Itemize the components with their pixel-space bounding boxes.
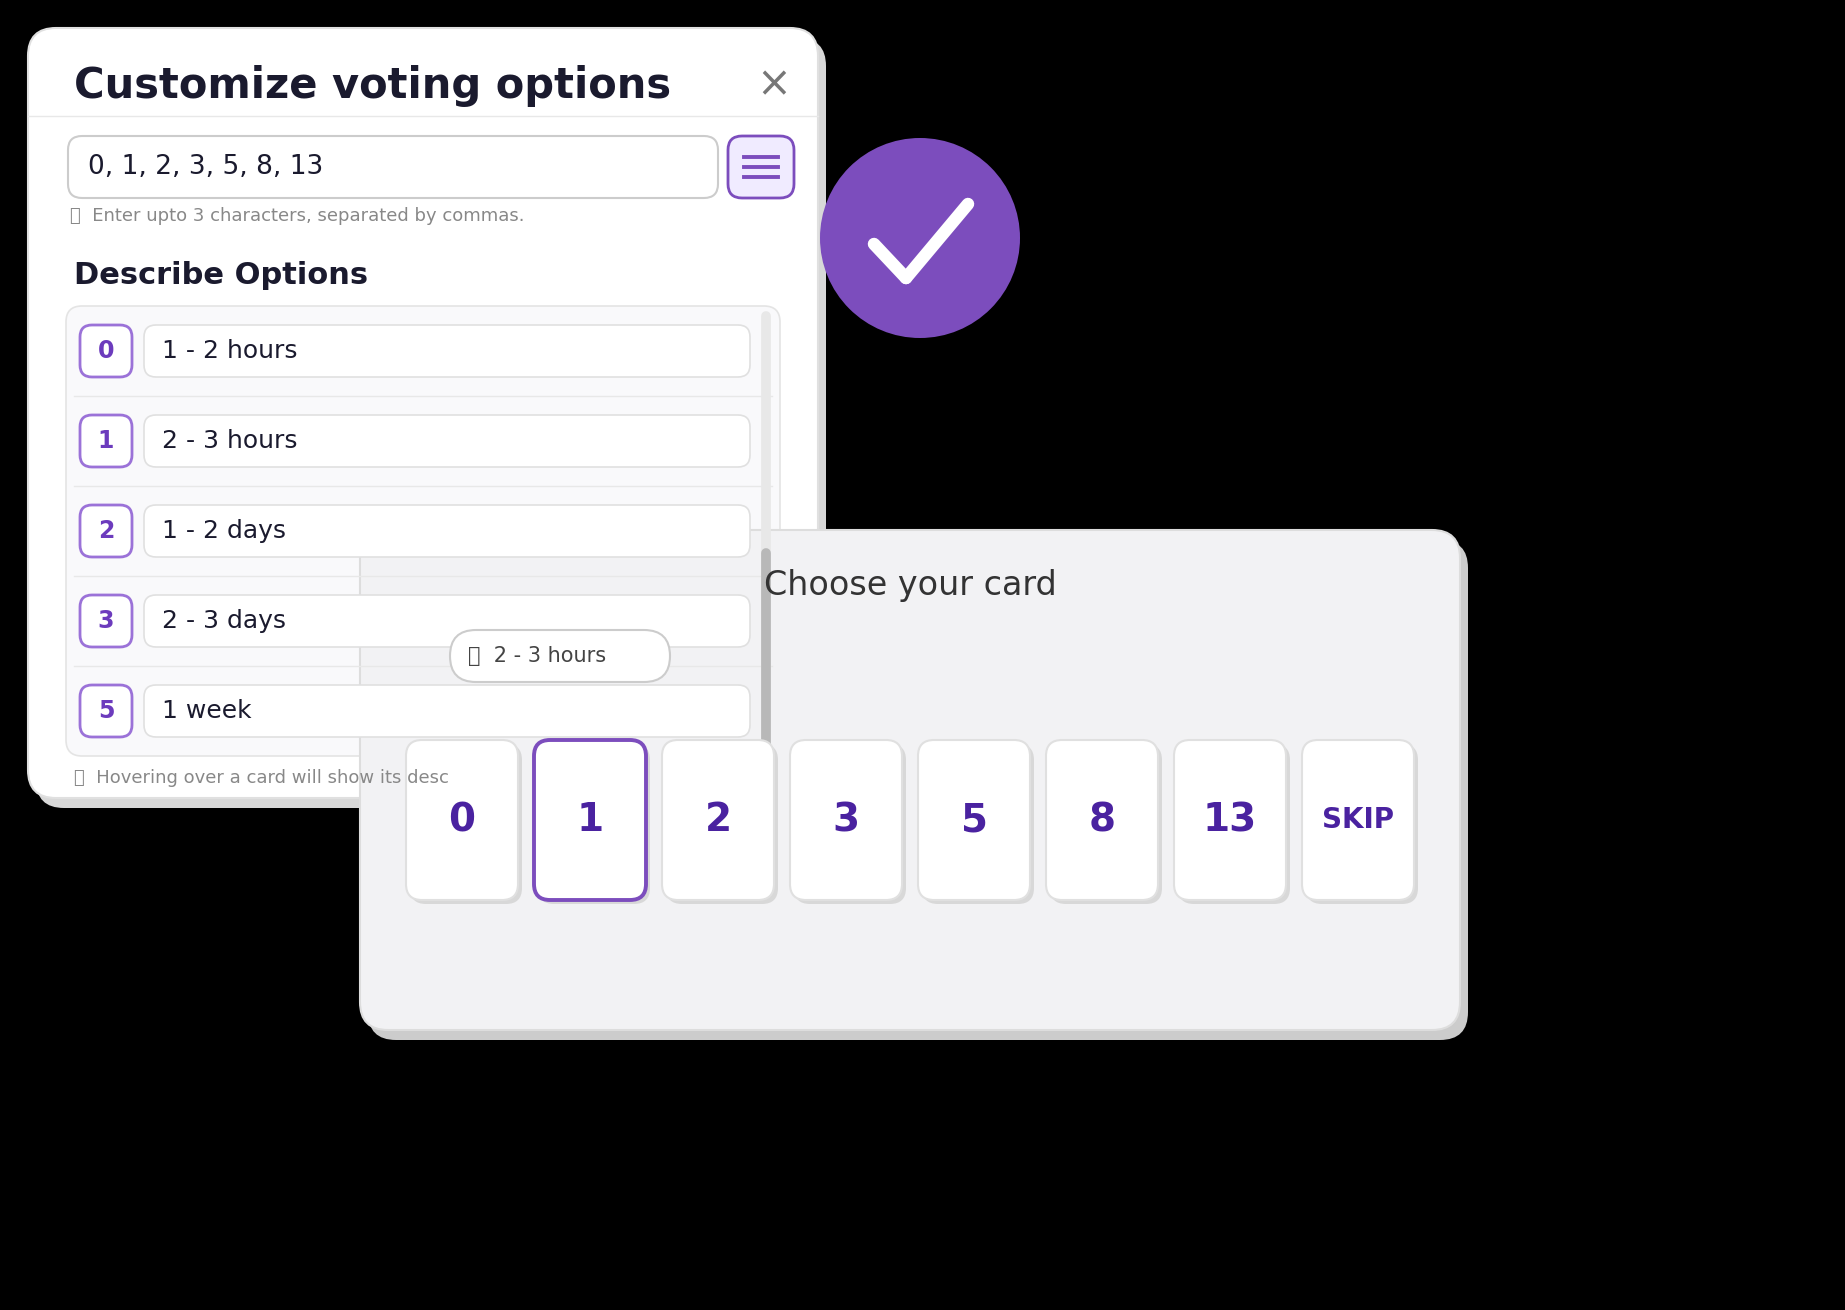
FancyBboxPatch shape (144, 325, 751, 377)
Text: 2: 2 (98, 519, 114, 544)
FancyBboxPatch shape (662, 740, 775, 900)
FancyBboxPatch shape (144, 415, 751, 466)
Text: ⓘ  Enter upto 3 characters, separated by commas.: ⓘ Enter upto 3 characters, separated by … (70, 207, 524, 225)
Text: 1 - 2 days: 1 - 2 days (162, 519, 286, 544)
Text: 0: 0 (98, 339, 114, 363)
FancyBboxPatch shape (1173, 740, 1286, 900)
Text: 1 week: 1 week (162, 700, 251, 723)
Text: 8: 8 (1089, 800, 1116, 838)
FancyBboxPatch shape (144, 504, 751, 557)
FancyBboxPatch shape (790, 740, 902, 900)
Text: 0, 1, 2, 3, 5, 8, 13: 0, 1, 2, 3, 5, 8, 13 (89, 155, 323, 179)
FancyBboxPatch shape (450, 630, 670, 683)
FancyBboxPatch shape (793, 744, 906, 904)
FancyBboxPatch shape (68, 136, 718, 198)
FancyBboxPatch shape (1306, 744, 1419, 904)
FancyBboxPatch shape (28, 28, 817, 798)
FancyBboxPatch shape (79, 415, 133, 466)
Text: ⓘ  2 - 3 hours: ⓘ 2 - 3 hours (469, 646, 607, 665)
Text: Choose your card: Choose your card (764, 570, 1057, 603)
Text: 2 - 3 hours: 2 - 3 hours (162, 428, 297, 453)
FancyBboxPatch shape (1303, 740, 1413, 900)
FancyBboxPatch shape (410, 744, 522, 904)
Text: 0: 0 (448, 800, 476, 838)
Text: 1: 1 (576, 800, 603, 838)
FancyBboxPatch shape (1050, 744, 1162, 904)
FancyBboxPatch shape (79, 325, 133, 377)
FancyBboxPatch shape (79, 504, 133, 557)
FancyBboxPatch shape (144, 685, 751, 738)
FancyBboxPatch shape (1177, 744, 1290, 904)
FancyBboxPatch shape (922, 744, 1033, 904)
FancyBboxPatch shape (144, 595, 751, 647)
Text: 5: 5 (98, 700, 114, 723)
FancyBboxPatch shape (406, 740, 518, 900)
Text: 2 - 3 days: 2 - 3 days (162, 609, 286, 633)
FancyBboxPatch shape (533, 740, 646, 900)
FancyBboxPatch shape (919, 740, 1030, 900)
Text: 2: 2 (705, 800, 732, 838)
FancyBboxPatch shape (729, 136, 793, 198)
FancyBboxPatch shape (37, 38, 827, 808)
Text: ×: × (756, 63, 792, 105)
FancyBboxPatch shape (367, 540, 1469, 1040)
Text: Customize voting options: Customize voting options (74, 66, 672, 107)
Text: Describe Options: Describe Options (74, 262, 369, 291)
Text: 3: 3 (98, 609, 114, 633)
FancyBboxPatch shape (79, 685, 133, 738)
Text: 3: 3 (832, 800, 860, 838)
FancyBboxPatch shape (79, 595, 133, 647)
Text: ⓘ  Hovering over a card will show its desc: ⓘ Hovering over a card will show its des… (74, 769, 448, 787)
Circle shape (819, 138, 1020, 338)
FancyBboxPatch shape (666, 744, 779, 904)
FancyBboxPatch shape (66, 307, 780, 756)
FancyBboxPatch shape (539, 744, 649, 904)
Text: SKIP: SKIP (1323, 806, 1395, 834)
Text: 5: 5 (961, 800, 987, 838)
FancyBboxPatch shape (1046, 740, 1159, 900)
FancyBboxPatch shape (360, 531, 1459, 1030)
Text: 1: 1 (98, 428, 114, 453)
Text: 1 - 2 hours: 1 - 2 hours (162, 339, 297, 363)
Text: 13: 13 (1203, 800, 1256, 838)
